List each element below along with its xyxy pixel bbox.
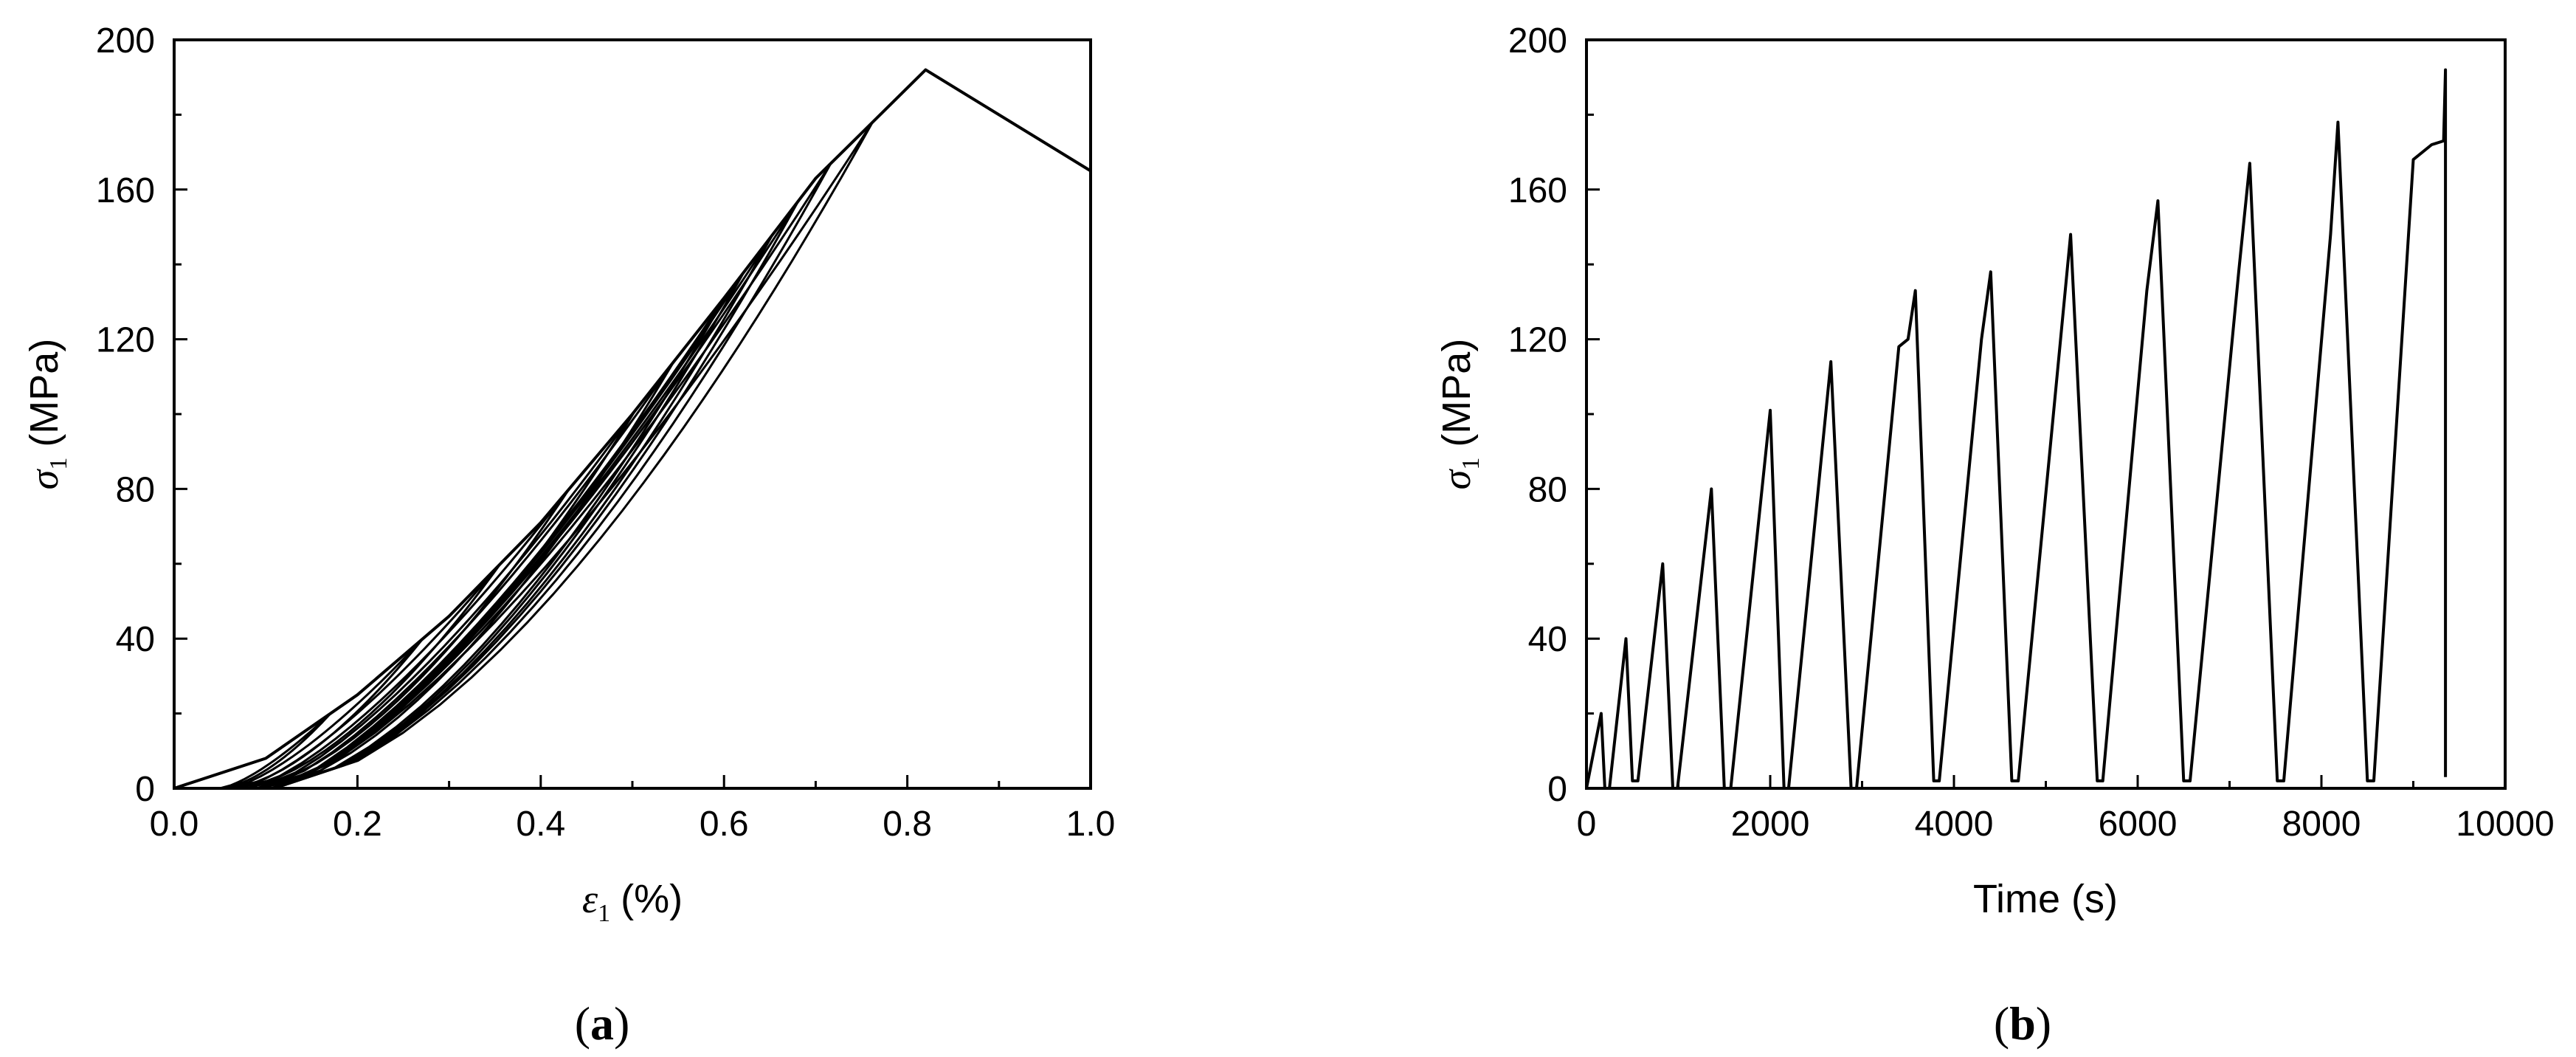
chart-a-panel-letter: a	[590, 997, 614, 1050]
chart-a-y-tick-label: 0	[135, 770, 155, 809]
chart-a-y-tick-label: 200	[96, 21, 155, 61]
chart-a-x-axis-subscript: 1	[598, 900, 610, 927]
chart-b-x-axis-title: Time (s)	[1973, 877, 2118, 921]
chart-a-x-axis-title: ε1 (%)	[582, 877, 683, 927]
chart-a-y-tick-label: 40	[116, 620, 155, 659]
chart-b: 0 2000 4000 6000 8000 10000 0 40 80 120 160 200 Ti…	[1434, 21, 2555, 1050]
chart-a-y-tick-label: 80	[116, 470, 155, 509]
chart-b-panel-label: (b)	[1994, 997, 2051, 1050]
chart-a-y-axis-symbol: σ	[22, 468, 66, 489]
chart-b-marks	[1585, 68, 2448, 790]
chart-a-y-tick-label: 160	[96, 171, 155, 210]
chart-a-y-axis: 0 40 80 120 160 200	[96, 21, 187, 809]
chart-b-y-axis: 0 40 80 120 160 200	[1508, 21, 1600, 809]
chart-b-x-tick-label: 10000	[2456, 805, 2554, 844]
chart-a-x-tick-label: 0.0	[150, 805, 199, 844]
chart-a-x-tick-label: 0.8	[883, 805, 932, 844]
chart-b-y-tick-label: 200	[1508, 21, 1567, 61]
chart-a-hysteresis-loop	[274, 200, 800, 790]
chart-b-x-tick-label: 6000	[2099, 805, 2178, 844]
chart-b-y-tick-label: 40	[1528, 620, 1567, 659]
chart-a-x-axis: 0.0 0.2 0.4 0.6 0.8 1.0	[150, 775, 1116, 844]
chart-b-series-line	[1585, 68, 2448, 790]
chart-a-x-axis-unit: (%)	[621, 877, 683, 921]
chart-b-panel-letter: b	[2009, 997, 2036, 1050]
chart-b-x-tick-label: 4000	[1915, 805, 1994, 844]
chart-a-hysteresis-loop	[274, 233, 774, 790]
chart-a-hysteresis-loop	[272, 271, 745, 790]
chart-a-x-axis-symbol: ε	[582, 877, 598, 921]
chart-b-y-tick-label: 120	[1508, 321, 1567, 360]
chart-a-x-tick-label: 0.4	[516, 805, 565, 844]
chart-a-panel-label: (a)	[575, 997, 630, 1050]
chart-b-y-axis-unit: (MPa)	[1434, 339, 1479, 447]
chart-b-x-tick-label: 2000	[1731, 805, 1810, 844]
chart-b-x-tick-label: 0	[1577, 805, 1597, 844]
chart-a-hysteresis-loop	[262, 361, 675, 790]
chart-b-plot-frame	[1585, 38, 2507, 790]
chart-b-x-tick-label: 8000	[2282, 805, 2361, 844]
chart-a-x-tick-label: 1.0	[1066, 805, 1116, 844]
chart-a-x-tick-label: 0.2	[333, 805, 382, 844]
chart-b-y-tick-label: 0	[1547, 770, 1567, 809]
chart-b-y-axis-title: σ1 (MPa)	[1434, 339, 1485, 490]
chart-b-x-axis: 0 2000 4000 6000 8000 10000	[1577, 775, 2555, 844]
chart-a-hysteresis-loop	[270, 293, 728, 790]
chart-b-y-axis-subscript: 1	[1457, 458, 1485, 470]
chart-a-y-axis-unit: (MPa)	[22, 339, 66, 447]
chart-a-y-axis-title: σ1 (MPa)	[22, 339, 72, 490]
chart-a-x-tick-label: 0.6	[700, 805, 749, 844]
chart-b-y-tick-label: 160	[1508, 171, 1567, 210]
chart-a-y-axis-subscript: 1	[45, 458, 72, 470]
chart-b-y-axis-symbol: σ	[1434, 468, 1479, 489]
chart-a-marks	[173, 68, 1092, 790]
chart-a-y-tick-label: 120	[96, 321, 155, 360]
chart-b-y-tick-label: 80	[1528, 470, 1567, 509]
